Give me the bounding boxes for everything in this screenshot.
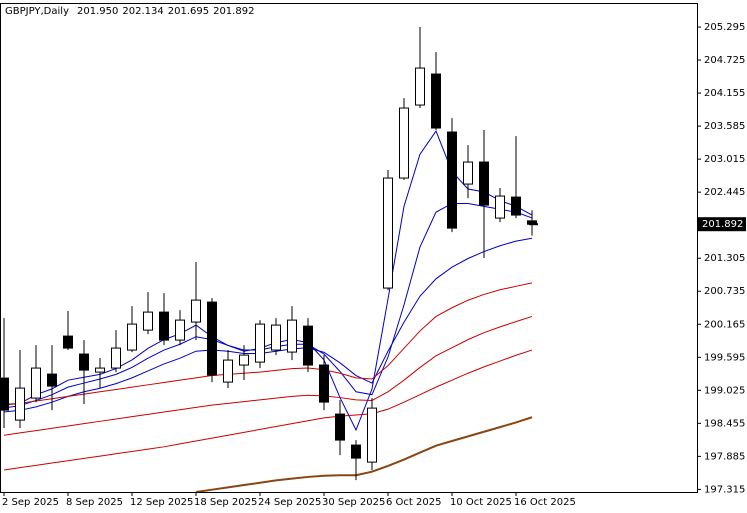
candle-body <box>223 359 233 383</box>
candle-body <box>319 364 329 403</box>
y-tick-label: 204.725 <box>704 55 745 66</box>
candle-body <box>191 299 201 323</box>
candle-body <box>511 196 521 216</box>
candle-body <box>367 407 377 463</box>
candle-body <box>79 353 89 371</box>
x-tick-label: 12 Sep 2025 <box>130 497 193 508</box>
header-low: 201.695 <box>168 6 209 17</box>
candle-body <box>255 323 265 363</box>
x-tick-label: 16 Oct 2025 <box>514 497 576 508</box>
candle-body <box>175 319 185 341</box>
moving-average-line <box>3 349 533 471</box>
current-price-label: 201.892 <box>702 219 743 230</box>
candle-body <box>271 324 281 351</box>
candle-body <box>111 347 121 369</box>
x-tick-label: 30 Sep 2025 <box>322 497 385 508</box>
candle-body <box>15 387 25 421</box>
y-tick-label: 198.455 <box>704 418 745 429</box>
y-tick-label: 204.155 <box>704 88 745 99</box>
candle-body <box>95 367 105 373</box>
header-high: 202.134 <box>122 6 163 17</box>
header-close: 201.892 <box>213 6 254 17</box>
y-tick-label: 205.295 <box>704 22 745 33</box>
moving-average-line <box>3 282 533 406</box>
candle-body <box>479 161 489 206</box>
x-tick-label: 18 Sep 2025 <box>194 497 257 508</box>
y-tick-label: 200.735 <box>704 286 745 297</box>
candle-body <box>399 107 409 179</box>
plot-area <box>0 27 537 492</box>
y-tick-label: 199.595 <box>704 352 745 363</box>
y-tick-label: 197.315 <box>704 484 745 495</box>
y-tick-label: 200.165 <box>704 319 745 330</box>
candle-body <box>287 319 297 353</box>
candle-body <box>207 301 217 376</box>
candle-body <box>415 67 425 106</box>
symbol: GBPJPY,Daily <box>5 6 69 17</box>
candle-body <box>127 323 137 351</box>
moving-average-line <box>3 315 533 436</box>
candle-body <box>447 131 457 229</box>
x-tick-label: 10 Oct 2025 <box>450 497 512 508</box>
candle-body <box>63 335 73 349</box>
candle-body <box>47 373 57 387</box>
chart-title: GBPJPY,Daily 201.950 202.134 201.695 201.892 <box>5 6 254 17</box>
current-price-box <box>698 217 746 232</box>
candle-body <box>335 413 345 441</box>
x-tick-label: 8 Sep 2025 <box>66 497 123 508</box>
candle-body <box>31 367 41 399</box>
y-tick-label: 199.025 <box>704 385 745 396</box>
candle-body <box>0 377 9 411</box>
y-tick-label: 203.015 <box>704 154 745 165</box>
candle-body <box>303 325 313 366</box>
candle-body <box>495 195 505 219</box>
header-open: 201.950 <box>77 6 118 17</box>
candle-body <box>383 177 393 289</box>
candle-body <box>463 161 473 185</box>
plot-frame <box>0 3 698 493</box>
candle-body <box>351 444 361 459</box>
candle-body <box>431 73 441 129</box>
y-tick-label: 197.885 <box>704 451 745 462</box>
candle-body <box>143 311 153 331</box>
y-tick-label: 202.445 <box>704 187 745 198</box>
moving-average-line <box>3 129 533 432</box>
moving-average-line <box>3 237 533 413</box>
moving-average-line <box>195 416 533 492</box>
y-tick-label: 201.305 <box>704 253 745 264</box>
x-tick-label: 24 Sep 2025 <box>258 497 321 508</box>
y-tick-label: 203.585 <box>704 121 745 132</box>
x-tick-label: 6 Oct 2025 <box>386 497 441 508</box>
moving-average-line <box>3 202 533 409</box>
x-tick-label: 2 Sep 2025 <box>2 497 59 508</box>
candle-body <box>159 311 169 341</box>
candle-body <box>239 354 249 366</box>
